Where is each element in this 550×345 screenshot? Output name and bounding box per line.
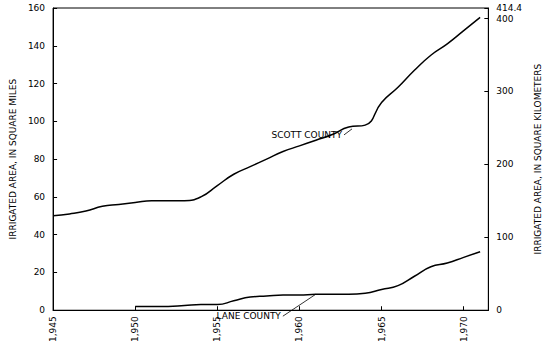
svg-text:1,970: 1,970: [459, 316, 469, 342]
svg-text:160: 160: [28, 3, 45, 13]
svg-text:20: 20: [34, 267, 46, 277]
svg-text:IRRIGATED AREA, IN SQUARE MILE: IRRIGATED AREA, IN SQUARE MILES: [8, 79, 18, 240]
svg-text:1,950: 1,950: [130, 316, 140, 342]
svg-text:100: 100: [496, 232, 513, 242]
svg-text:1,965: 1,965: [377, 316, 387, 342]
svg-text:1,960: 1,960: [294, 316, 304, 342]
svg-text:414.4: 414.4: [496, 3, 522, 13]
svg-text:1,945: 1,945: [48, 316, 58, 342]
svg-text:300: 300: [496, 86, 513, 96]
svg-text:IRRIGATED AREA, IN SQUARE KILO: IRRIGATED AREA, IN SQUARE KILOMETERS: [533, 63, 543, 254]
svg-text:140: 140: [28, 41, 45, 51]
svg-text:200: 200: [496, 159, 513, 169]
svg-text:SCOTT COUNTY: SCOTT COUNTY: [271, 129, 342, 140]
svg-text:100: 100: [28, 116, 45, 126]
svg-text:0: 0: [39, 305, 45, 315]
svg-text:80: 80: [34, 154, 46, 164]
svg-text:1,955: 1,955: [212, 316, 222, 342]
svg-text:120: 120: [28, 79, 45, 89]
svg-text:LANE COUNTY: LANE COUNTY: [217, 311, 282, 321]
svg-text:40: 40: [34, 230, 46, 240]
svg-text:60: 60: [34, 192, 46, 202]
svg-text:0: 0: [496, 305, 502, 315]
svg-text:400: 400: [496, 14, 513, 24]
